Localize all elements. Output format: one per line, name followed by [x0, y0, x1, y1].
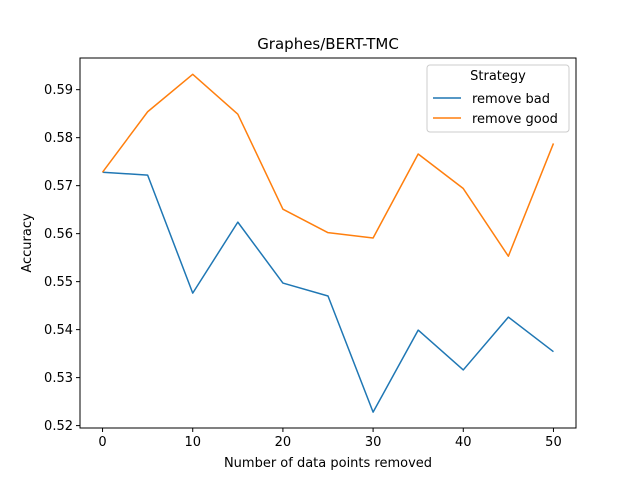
x-tick-label: 50 [545, 435, 562, 450]
x-tick-label: 0 [98, 435, 106, 450]
axis-ticks: 0 10 20 30 40 50 0.52 0.53 0.54 0.55 0.56 0.57 0.58 0… [44, 83, 562, 450]
x-tick-label: 20 [275, 435, 292, 450]
legend-frame [426, 64, 570, 133]
chart-title: Graphes/BERT-TMC [257, 35, 399, 53]
y-tick-label: 0.59 [44, 83, 73, 98]
y-tick-label: 0.57 [44, 179, 73, 194]
y-tick-label: 0.53 [44, 371, 73, 386]
series-line-remove-bad [102, 171, 554, 413]
y-tick-label: 0.58 [44, 131, 73, 146]
y-tick-label: 0.55 [44, 275, 73, 290]
x-tick-label: 10 [184, 435, 201, 450]
legend-label-remove-bad: remove bad [472, 92, 550, 107]
plot-frame [79, 57, 577, 429]
y-tick-label: 0.52 [44, 419, 73, 434]
x-axis-label: Number of data points removed [224, 456, 432, 471]
y-tick-label: 0.54 [44, 323, 73, 338]
x-tick-label: 40 [455, 435, 472, 450]
x-tick-label: 30 [365, 435, 382, 450]
series-line-remove-good [101, 73, 555, 257]
legend: Strategy remove bad remove good [426, 64, 570, 133]
series-lines [101, 73, 555, 413]
legend-title: Strategy [470, 69, 526, 84]
y-axis-label: Accuracy [20, 213, 35, 273]
legend-label-remove-good: remove good [472, 112, 558, 127]
y-tick-label: 0.56 [44, 227, 73, 242]
